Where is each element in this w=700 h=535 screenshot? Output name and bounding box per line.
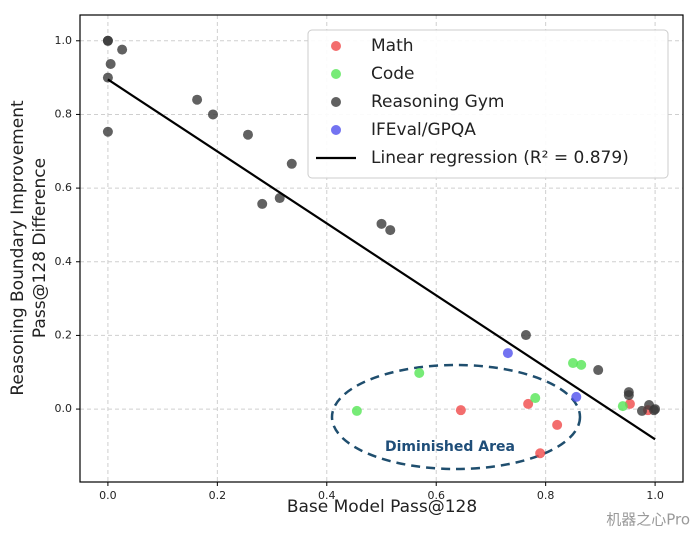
legend-label: Code [371,64,415,84]
point [636,405,647,416]
point [242,129,253,140]
x-tick-label: 0.8 [537,489,555,502]
point [502,348,513,359]
point [102,126,113,137]
point [102,35,113,46]
legend-marker [331,69,341,79]
point [105,58,116,69]
point [117,44,128,55]
y-tick-label: 1.0 [55,34,73,47]
point [617,401,628,412]
legend-label: Reasoning Gym [371,92,504,112]
point [414,367,425,378]
legend-label: Linear regression (R² = 0.879) [371,148,629,168]
point [192,94,203,105]
point [535,448,546,459]
x-tick-label: 0.2 [209,489,227,502]
point [274,193,285,204]
x-tick-label: 0.4 [318,489,336,502]
y-tick-label: 0.6 [55,181,73,194]
point [385,225,396,236]
legend-marker [331,41,341,51]
regression-line [107,78,656,441]
point [376,218,387,229]
legend: Math Code Reasoning Gym IFEval/GPQA Linear r… [307,29,669,179]
y-tick-label: 0.2 [55,328,73,341]
highlight-ellipse [330,363,582,471]
watermark: 机器之心Pro [606,511,690,529]
legend-marker [331,125,341,135]
point [593,365,604,376]
y-axis-title: Pass@128 Difference [30,158,50,338]
point [648,405,659,416]
x-tick-label: 0.0 [99,489,117,502]
legend-box [307,29,669,179]
annotation: Diminished Area [385,439,515,455]
point [286,158,297,169]
marks [102,35,661,459]
plot-frame [79,14,684,483]
x-tick-label: 0.6 [427,489,445,502]
legend-label: IFEval/GPQA [371,120,476,140]
x-axis-title: Base Model Pass@128 [287,497,477,517]
point [455,405,466,416]
legend-marker [331,97,341,107]
point [520,330,531,341]
point [623,390,634,401]
point [568,358,579,369]
y-tick-label: 0.0 [55,402,73,415]
x-tick-label: 1.0 [646,489,664,502]
point [552,419,563,430]
y-tick-label: 0.8 [55,107,73,120]
point [351,405,362,416]
point [571,391,582,402]
legend-label: Math [371,36,414,56]
y-axis-title: Reasoning Boundary Improvement [8,100,28,396]
point [257,198,268,209]
point [207,109,218,120]
point [576,359,587,370]
y-tick-label: 0.4 [55,255,73,268]
point [523,398,534,409]
point [530,393,541,404]
